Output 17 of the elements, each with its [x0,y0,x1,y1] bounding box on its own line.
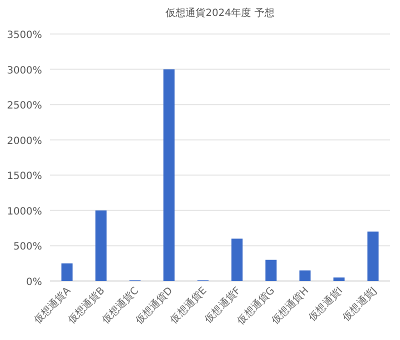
y-tick-label: 3500% [7,30,42,41]
y-tick-label: 0% [26,277,42,288]
y-tick-label: 500% [13,242,42,253]
bar [265,260,277,281]
bar [61,263,73,281]
bar [299,270,311,281]
y-tick-label: 3000% [7,65,42,76]
bar [367,232,379,281]
y-tick-label: 1500% [7,171,42,182]
y-tick-label: 2000% [7,136,42,147]
y-tick-label: 2500% [7,100,42,112]
bar [163,69,175,281]
chart-title: 仮想通貨2024年度 予想 [166,7,274,19]
y-tick-label: 1000% [7,206,42,218]
bar [231,238,243,281]
bar [95,210,107,281]
bar [333,277,345,281]
